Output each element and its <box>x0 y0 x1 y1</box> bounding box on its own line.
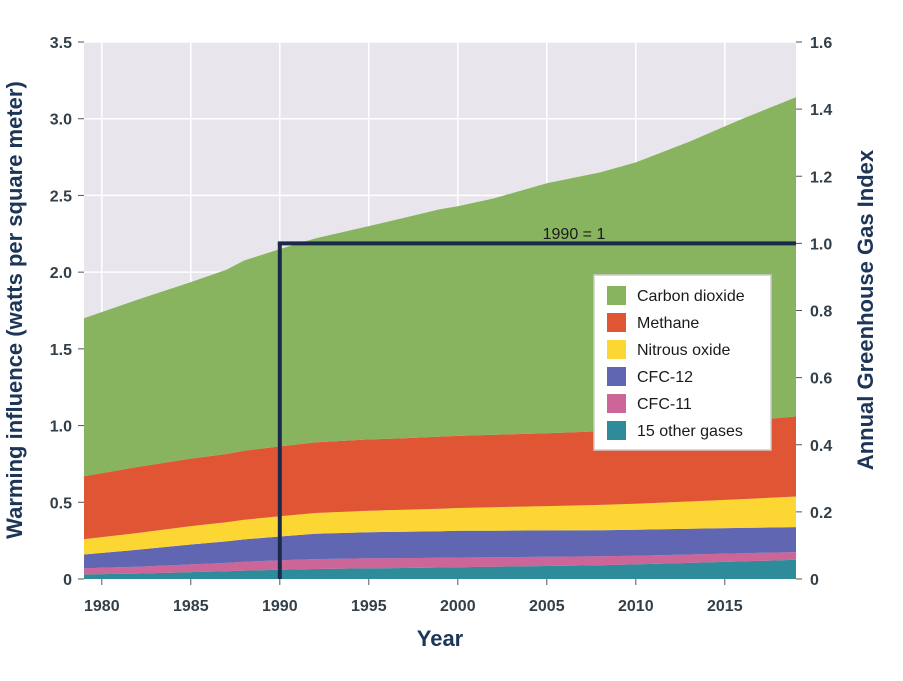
x-tick-label: 2005 <box>529 598 565 615</box>
right-axis-ticks: 0 0.2 0.4 0.6 0.8 1.0 1.2 1.4 1.6 <box>796 35 832 589</box>
legend-swatch <box>607 286 626 305</box>
y-tick-label: 3.0 <box>50 112 72 129</box>
y-tick-label: 2.0 <box>50 265 72 282</box>
y-axis-title: Warming influence (watts per square mete… <box>2 81 27 539</box>
legend-label: Nitrous oxide <box>637 342 730 359</box>
reference-label: 1990 = 1 <box>543 226 606 243</box>
y2-tick-label: 0.4 <box>810 438 832 455</box>
y2-tick-label: 0 <box>810 572 819 589</box>
x-tick-label: 1985 <box>173 598 209 615</box>
reference-lines <box>277 241 796 579</box>
x-axis-ticks: 1980 1985 1990 1995 2000 2005 2010 2015 <box>84 579 743 615</box>
area-cfc-12 <box>84 527 796 569</box>
legend-swatch <box>607 394 626 413</box>
legend-label: Carbon dioxide <box>637 288 745 305</box>
y2-tick-label: 0.8 <box>810 304 832 321</box>
x-axis-title: Year <box>417 626 464 651</box>
y-tick-label: 3.5 <box>50 35 72 52</box>
y-tick-label: 1.0 <box>50 419 72 436</box>
y2-tick-label: 1.6 <box>810 35 832 52</box>
y-tick-label: 1.5 <box>50 342 72 359</box>
area-nitrous-oxide <box>84 496 796 555</box>
area-cfc-11 <box>84 552 796 575</box>
y2-tick-label: 1.0 <box>810 236 832 253</box>
y-tick-label: 0 <box>63 572 72 589</box>
legend: Carbon dioxide Methane Nitrous oxide CFC-12… <box>593 274 772 451</box>
y2-axis-title: Annual Greenhouse Gas Index <box>853 149 878 470</box>
x-tick-label: 1990 <box>262 598 298 615</box>
y2-tick-label: 1.2 <box>810 169 832 186</box>
legend-swatch <box>607 367 626 386</box>
area-15-other-gases <box>84 559 796 579</box>
x-tick-label: 2010 <box>618 598 654 615</box>
y2-tick-label: 0.2 <box>810 505 832 522</box>
legend-swatch <box>607 421 626 440</box>
legend-swatch <box>607 340 626 359</box>
x-tick-label: 1995 <box>351 598 387 615</box>
legend-label: CFC-12 <box>637 369 693 386</box>
legend-label: 15 other gases <box>637 423 743 440</box>
legend-label: CFC-11 <box>637 396 692 413</box>
y-tick-label: 2.5 <box>50 188 72 205</box>
y2-tick-label: 0.6 <box>810 371 832 388</box>
y-tick-label: 0.5 <box>50 495 72 512</box>
y2-tick-label: 1.4 <box>810 102 832 119</box>
x-tick-label: 2000 <box>440 598 476 615</box>
x-tick-label: 1980 <box>84 598 120 615</box>
x-tick-label: 2015 <box>707 598 743 615</box>
legend-label: Methane <box>637 315 699 332</box>
legend-swatch <box>607 313 626 332</box>
left-axis-ticks: 0 0.5 1.0 1.5 2.0 2.5 3.0 3.5 <box>50 35 84 589</box>
